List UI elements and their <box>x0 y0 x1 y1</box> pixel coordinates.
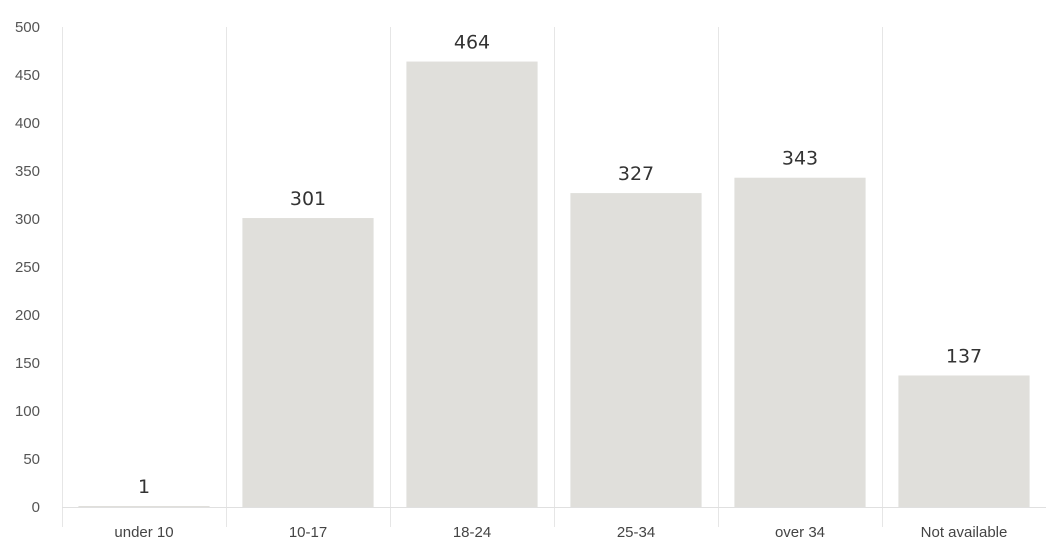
y-tick-label: 350 <box>15 163 40 180</box>
x-tick-label: 25-34 <box>617 524 655 541</box>
y-tick-label: 400 <box>15 115 40 132</box>
bar-25-34 <box>570 193 702 507</box>
data-label: 343 <box>782 148 818 170</box>
bar-10-17 <box>242 218 374 508</box>
y-tick-label: 0 <box>32 499 40 516</box>
y-tick-label: 200 <box>15 307 40 324</box>
x-tick-label: Not available <box>921 524 1008 541</box>
data-label: 327 <box>618 163 654 185</box>
data-label: 301 <box>290 188 326 210</box>
bars-layer <box>78 61 1030 508</box>
x-tick-label: 18-24 <box>453 524 491 541</box>
grid-layer <box>62 27 883 527</box>
y-tick-label: 250 <box>15 259 40 276</box>
y-tick-label: 150 <box>15 355 40 372</box>
y-tick-label: 450 <box>15 67 40 84</box>
bar-under-10 <box>78 506 210 507</box>
x-axis: under 10 10-17 18-24 25-34 over 34 Not availa… <box>62 507 1046 541</box>
y-tick-label: 100 <box>15 403 40 420</box>
data-labels-layer: 1 301 464 327 343 137 <box>138 32 982 498</box>
x-tick-label: under 10 <box>114 524 173 541</box>
y-tick-label: 50 <box>23 451 40 468</box>
y-axis: 0 50 100 150 200 250 300 350 400 450 500 <box>15 19 40 516</box>
y-tick-label: 500 <box>15 19 40 36</box>
bar-not-available <box>898 375 1030 507</box>
data-label: 464 <box>454 32 490 54</box>
bar-over-34 <box>734 177 866 507</box>
x-tick-label: 10-17 <box>289 524 327 541</box>
y-tick-label: 300 <box>15 211 40 228</box>
x-tick-label: over 34 <box>775 524 825 541</box>
data-label: 137 <box>946 345 982 367</box>
bar-18-24 <box>406 61 538 508</box>
data-label: 1 <box>138 476 150 498</box>
